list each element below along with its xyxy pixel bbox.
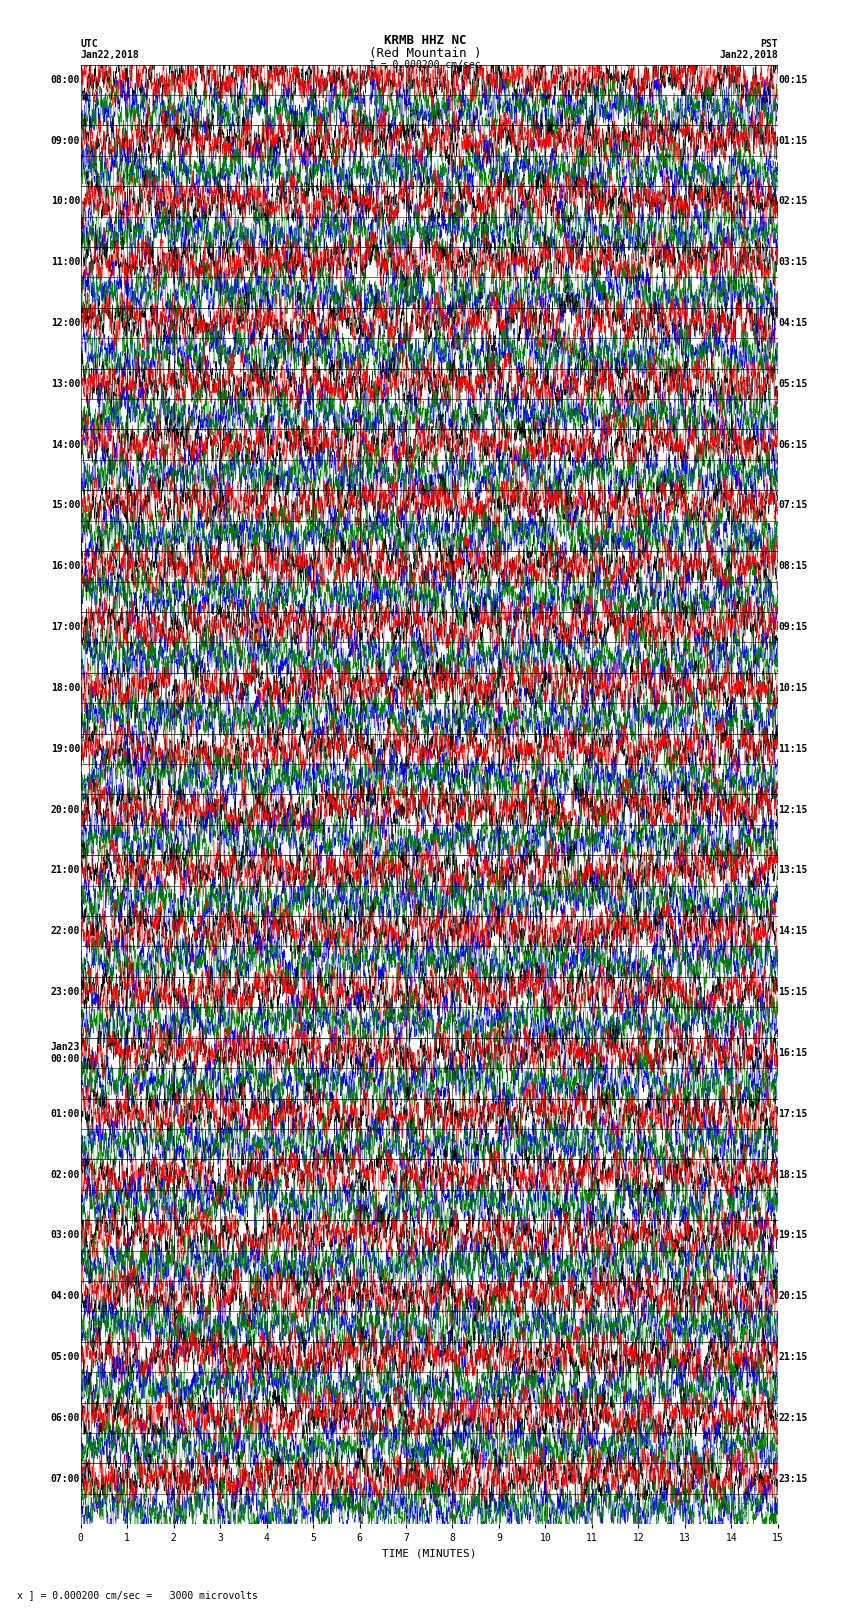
Text: 09:15: 09:15 (779, 623, 808, 632)
Text: x ] = 0.000200 cm/sec =   3000 microvolts: x ] = 0.000200 cm/sec = 3000 microvolts (17, 1590, 258, 1600)
Text: 11:00: 11:00 (51, 256, 80, 268)
Text: 10:00: 10:00 (51, 197, 80, 206)
Text: 07:15: 07:15 (779, 500, 808, 510)
Text: 13:00: 13:00 (51, 379, 80, 389)
Text: 10:15: 10:15 (779, 682, 808, 694)
Text: 03:00: 03:00 (51, 1231, 80, 1240)
Text: 21:00: 21:00 (51, 866, 80, 876)
Text: PST: PST (760, 39, 778, 48)
Text: 23:00: 23:00 (51, 987, 80, 997)
Text: 01:00: 01:00 (51, 1108, 80, 1119)
Text: 01:15: 01:15 (779, 135, 808, 145)
Text: 17:00: 17:00 (51, 623, 80, 632)
Text: 02:15: 02:15 (779, 197, 808, 206)
Text: 18:15: 18:15 (779, 1169, 808, 1179)
Text: Jan22,2018: Jan22,2018 (719, 50, 778, 60)
Text: 04:00: 04:00 (51, 1290, 80, 1302)
Text: 20:15: 20:15 (779, 1290, 808, 1302)
Text: 11:15: 11:15 (779, 744, 808, 753)
Text: 13:15: 13:15 (779, 866, 808, 876)
Text: 14:15: 14:15 (779, 926, 808, 936)
Text: 08:15: 08:15 (779, 561, 808, 571)
Text: 12:15: 12:15 (779, 805, 808, 815)
Text: UTC: UTC (81, 39, 99, 48)
Text: 17:15: 17:15 (779, 1108, 808, 1119)
Text: 22:00: 22:00 (51, 926, 80, 936)
Text: 23:15: 23:15 (779, 1474, 808, 1484)
Text: 08:00: 08:00 (51, 74, 80, 85)
Text: 05:00: 05:00 (51, 1352, 80, 1361)
Text: 12:00: 12:00 (51, 318, 80, 327)
Text: 16:15: 16:15 (779, 1048, 808, 1058)
Text: I = 0.000200 cm/sec: I = 0.000200 cm/sec (369, 60, 481, 69)
Text: (Red Mountain ): (Red Mountain ) (369, 47, 481, 60)
Text: 22:15: 22:15 (779, 1413, 808, 1423)
Text: 21:15: 21:15 (779, 1352, 808, 1361)
X-axis label: TIME (MINUTES): TIME (MINUTES) (382, 1548, 477, 1558)
Text: 18:00: 18:00 (51, 682, 80, 694)
Text: 06:15: 06:15 (779, 440, 808, 450)
Text: 20:00: 20:00 (51, 805, 80, 815)
Text: 14:00: 14:00 (51, 440, 80, 450)
Text: 02:00: 02:00 (51, 1169, 80, 1179)
Text: 04:15: 04:15 (779, 318, 808, 327)
Text: 07:00: 07:00 (51, 1474, 80, 1484)
Text: Jan23
00:00: Jan23 00:00 (51, 1042, 80, 1063)
Text: 15:00: 15:00 (51, 500, 80, 510)
Text: 00:15: 00:15 (779, 74, 808, 85)
Text: Jan22,2018: Jan22,2018 (81, 50, 139, 60)
Text: 05:15: 05:15 (779, 379, 808, 389)
Text: 19:15: 19:15 (779, 1231, 808, 1240)
Text: KRMB HHZ NC: KRMB HHZ NC (383, 34, 467, 47)
Text: 03:15: 03:15 (779, 256, 808, 268)
Text: 09:00: 09:00 (51, 135, 80, 145)
Text: 15:15: 15:15 (779, 987, 808, 997)
Text: 19:00: 19:00 (51, 744, 80, 753)
Text: 06:00: 06:00 (51, 1413, 80, 1423)
Text: 16:00: 16:00 (51, 561, 80, 571)
